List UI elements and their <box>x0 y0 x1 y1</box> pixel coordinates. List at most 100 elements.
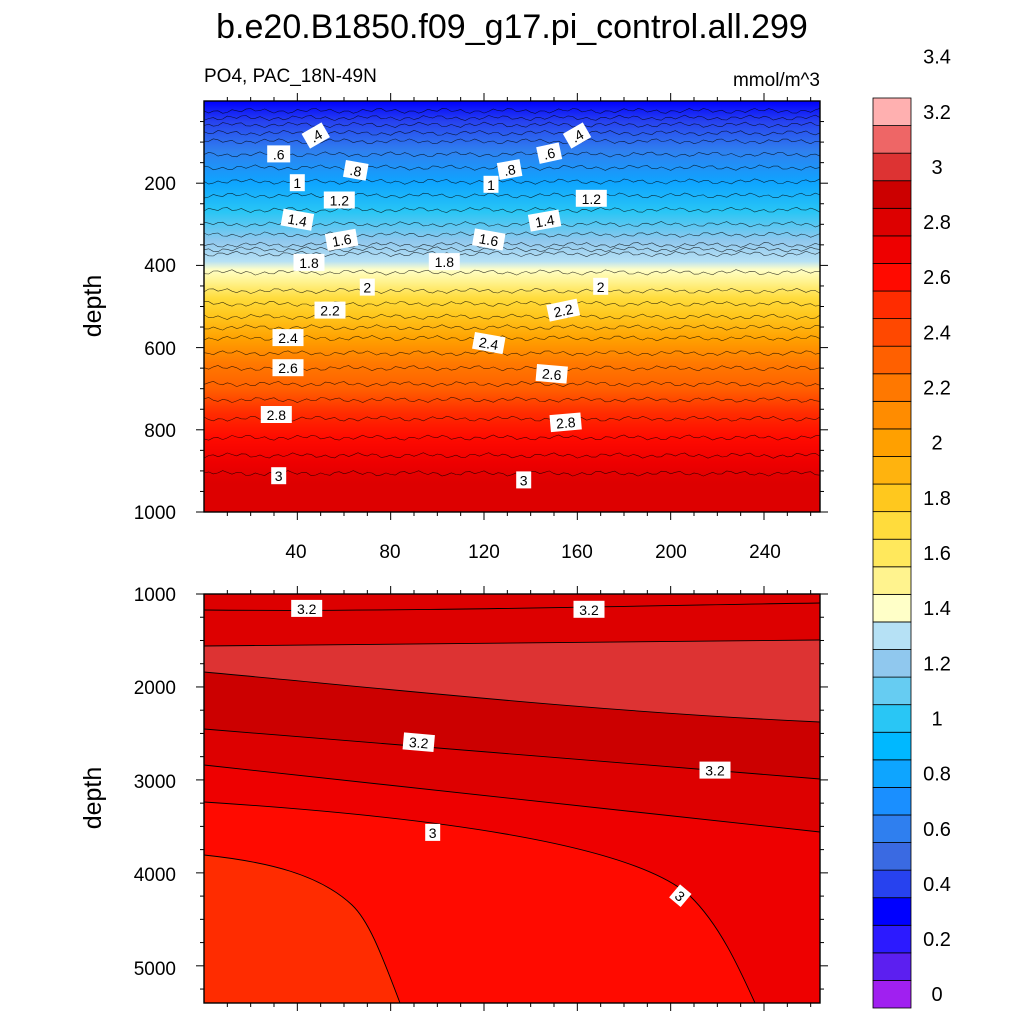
upper-contour-label-text-7: 1 <box>487 177 495 193</box>
upper-contour-8 <box>204 192 820 199</box>
lower-band-red <box>204 802 755 1003</box>
upper-contour-label-text-16: 2 <box>363 280 371 296</box>
upper-contour-label-box-1 <box>562 122 592 149</box>
upper-contour-label-21: 2.4 <box>472 331 506 355</box>
units-label: mmol/m^3 <box>733 70 820 91</box>
colorbar-box-0 <box>872 980 912 1009</box>
upper-xtick-160: 160 <box>561 542 593 563</box>
upper-contour-label-box-14 <box>293 253 325 271</box>
upper-contour-1 <box>204 114 820 121</box>
upper-contour-0 <box>204 108 820 114</box>
lower-ytick-2000: 2000 <box>134 678 176 699</box>
lower-contour-label-2: 3.2 <box>402 732 435 753</box>
colorbar-tick-9: 1.8 <box>923 488 951 510</box>
colorbar-box-4 <box>872 869 912 899</box>
upper-contour-19 <box>204 324 820 331</box>
upper-contour-label-box-18 <box>314 301 346 319</box>
upper-contour-4 <box>204 138 820 145</box>
colorbar-tick-11: 2.2 <box>923 378 951 400</box>
colorbar-tick-5: 1 <box>931 709 942 731</box>
upper-contour-label-box-22 <box>272 359 304 377</box>
upper-contour-label-text-8: 1.2 <box>330 193 350 209</box>
colorbar-box-11 <box>872 676 912 706</box>
upper-ytick-200: 200 <box>144 174 176 195</box>
colorbar-box-10 <box>872 704 912 733</box>
upper-contour-18 <box>204 313 820 320</box>
upper-contour-label-box-24 <box>260 406 292 423</box>
upper-contour-label-box-11 <box>527 209 562 232</box>
lower-contour-label-5: 3 <box>669 884 692 908</box>
lower-ylabel: depth <box>79 767 107 830</box>
colorbar-box-19 <box>872 456 912 485</box>
upper-contour-label-box-4 <box>342 160 369 181</box>
upper-contour-28 <box>204 470 820 477</box>
colorbar-tick-4: 0.8 <box>923 764 951 786</box>
colorbar-box-17 <box>872 511 912 540</box>
colorbar-tick-17: 3.4 <box>923 47 951 69</box>
upper-xtick-120: 120 <box>468 542 500 563</box>
colorbar-box-12 <box>872 649 912 678</box>
upper-contour-label-text-5: .8 <box>503 161 517 179</box>
colorbar-box-20 <box>872 428 912 457</box>
upper-contour-label-20: 2.4 <box>272 329 304 347</box>
upper-contour-label-text-13: 1.6 <box>478 230 500 249</box>
colorbar-box-1 <box>872 952 912 981</box>
lower-contour-label-4: 3 <box>425 823 441 841</box>
lower-contour-label-box-4 <box>425 823 441 841</box>
upper-contour-label-box-7 <box>483 175 499 193</box>
colorbar-box-13 <box>872 621 912 650</box>
colorbar-tick-16: 3.2 <box>923 102 951 124</box>
colorbar-box-31 <box>872 125 912 154</box>
upper-ytick-400: 400 <box>144 256 176 277</box>
chart-title: b.e20.B1850.f09_g17.pi_control.all.299 <box>216 8 808 46</box>
upper-contour-5 <box>204 151 820 158</box>
colorbar-tick-7: 1.4 <box>923 598 951 620</box>
upper-contour-label-16: 2 <box>359 278 375 296</box>
colorbar: 0 0.2 0.4 0.6 0.8 1 1.2 1.4 1.6 1.8 2 2.2 2.4 2.6 2.8 3… <box>872 47 951 1009</box>
lower-axis-ticks <box>196 586 828 1011</box>
lower-contour-7 <box>204 854 401 1003</box>
lower-contour-label-3: 3.2 <box>699 761 731 779</box>
upper-contour-label-13: 1.6 <box>472 228 506 251</box>
upper-contour-label-box-13 <box>472 228 506 251</box>
lower-ytick-3000: 3000 <box>134 772 176 793</box>
colorbar-box-3 <box>872 897 912 926</box>
upper-contour-2 <box>204 121 820 128</box>
upper-contour-label-24: 2.8 <box>260 406 292 423</box>
upper-contour-label-text-15: 1.8 <box>435 254 455 270</box>
lower-contour-label-box-0 <box>291 599 323 617</box>
upper-contour-label-box-10 <box>280 208 315 231</box>
lower-contour-label-box-5 <box>669 884 692 908</box>
variable-label: PO4, PAC_18N-49N <box>204 66 377 87</box>
lower-contour-label-0: 3.2 <box>291 599 323 617</box>
lower-contour-3 <box>204 671 820 723</box>
colorbar-tick-3: 0.6 <box>923 819 951 841</box>
colorbar-box-8 <box>872 759 912 788</box>
upper-contour-label-text-22: 2.6 <box>278 360 298 376</box>
upper-contour-label-text-26: 3 <box>275 468 283 484</box>
upper-contour-label-text-24: 2.8 <box>267 407 287 423</box>
upper-contour-15 <box>204 269 820 276</box>
upper-contour-label-10: 1.4 <box>280 208 315 231</box>
upper-contour-21 <box>204 350 820 356</box>
upper-contour-label-text-14: 1.8 <box>299 255 319 271</box>
upper-contour-label-1: .4 <box>562 122 592 149</box>
lower-band-light <box>204 640 820 722</box>
lower-contour-1 <box>204 602 820 611</box>
upper-contour-17 <box>204 300 820 307</box>
colorbar-box-16 <box>872 538 912 568</box>
upper-contour-label-5: .8 <box>496 159 523 180</box>
upper-contour-11 <box>204 231 820 238</box>
lower-contour-labels: 3.2 3.2 3.2 3.2 3 3 <box>291 599 731 908</box>
upper-xtick-40: 40 <box>285 542 306 563</box>
upper-ylabel: depth <box>79 275 107 338</box>
colorbar-box-14 <box>872 593 912 623</box>
upper-contour-label-box-21 <box>472 331 506 355</box>
upper-contour-label-25: 2.8 <box>549 412 582 433</box>
upper-contour-label-box-9 <box>575 189 607 207</box>
colorbar-tick-14: 2.8 <box>923 212 951 234</box>
upper-contour-26 <box>204 434 820 441</box>
upper-contour-label-27: 3 <box>516 471 532 489</box>
colorbar-box-30 <box>872 152 912 182</box>
